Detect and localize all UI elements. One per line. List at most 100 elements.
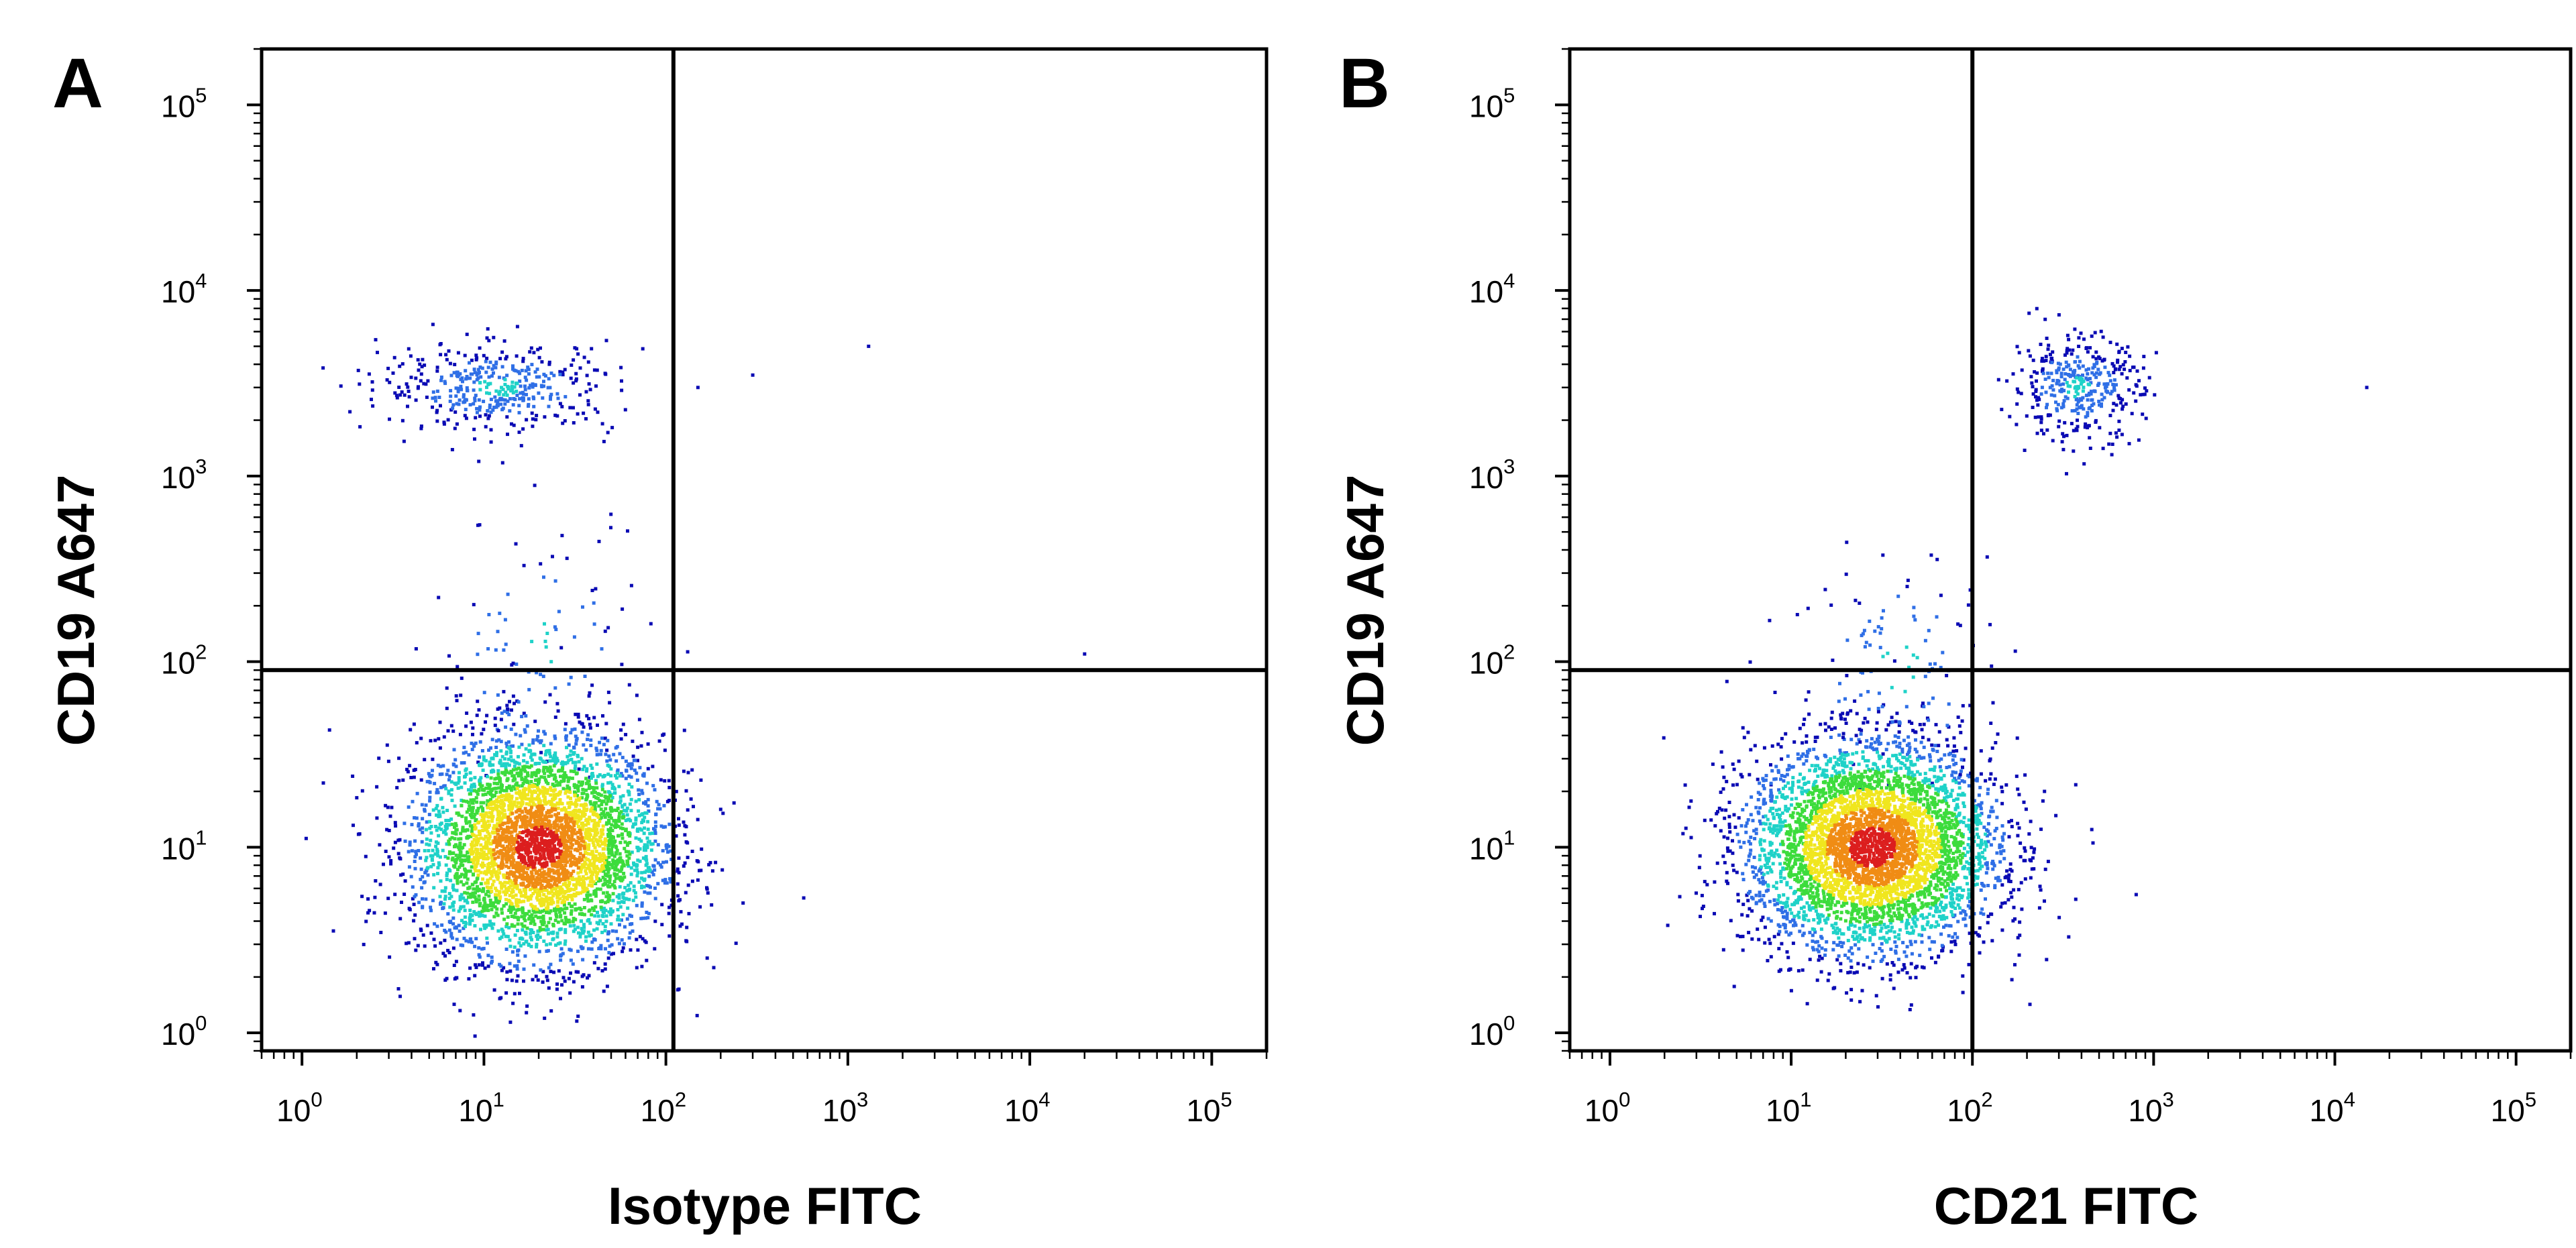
x-tick-label: 105 [1186, 1088, 1232, 1128]
event-dot [498, 813, 501, 817]
event-dot [516, 967, 519, 970]
event-dot [527, 403, 530, 406]
event-dot [1849, 999, 1853, 1002]
event-dot [406, 386, 409, 389]
event-dot [425, 838, 429, 841]
event-dot [587, 717, 590, 720]
event-dot [500, 740, 503, 743]
event-dot [532, 405, 535, 408]
event-dot [574, 713, 577, 716]
plot-frame [1570, 49, 2571, 1051]
event-dot [451, 771, 455, 775]
event-dot [517, 899, 521, 902]
x-tick-label: 102 [641, 1088, 686, 1128]
event-dot [450, 724, 453, 728]
event-dot [623, 809, 626, 812]
event-dot [514, 933, 517, 937]
event-dot [500, 386, 503, 389]
event-dot [602, 440, 606, 443]
event-dot [477, 632, 480, 635]
event-dot [478, 388, 482, 392]
event-dot [449, 362, 452, 365]
event-dot [466, 386, 469, 390]
event-dot [477, 821, 480, 824]
event-dot [478, 895, 481, 898]
event-dot [1701, 894, 1704, 897]
event-dot [639, 917, 643, 920]
event-dot [596, 921, 599, 924]
event-dot [534, 370, 537, 374]
event-dot [443, 902, 446, 905]
event-dot [2047, 860, 2050, 863]
x-tick-label: 100 [276, 1088, 322, 1128]
event-dot [491, 367, 494, 371]
event-dot [594, 384, 598, 388]
event-dot [387, 760, 390, 763]
event-dot [490, 890, 493, 893]
event-dot [631, 740, 634, 743]
event-dot [511, 388, 514, 391]
event-dot [589, 744, 592, 747]
event-dot [589, 802, 592, 805]
event-dot [506, 708, 510, 712]
event-dot [599, 944, 602, 948]
event-dot [422, 933, 425, 937]
event-dot [549, 970, 553, 973]
event-dot [560, 808, 564, 811]
event-dot [629, 803, 632, 806]
event-dot [613, 791, 616, 795]
event-dot [473, 776, 476, 779]
event-dot [432, 390, 435, 394]
event-dot [543, 870, 546, 873]
event-dot [586, 899, 590, 903]
event-dot [436, 872, 439, 875]
event-dot [606, 870, 610, 874]
event-dot [417, 944, 420, 948]
event-dot [506, 915, 510, 919]
event-dot [647, 767, 650, 771]
event-dot [606, 939, 610, 942]
event-dot [460, 804, 463, 807]
event-dot [588, 691, 592, 695]
event-dot [520, 915, 523, 918]
event-dot [414, 377, 417, 380]
event-dot [602, 848, 605, 851]
event-dot [680, 910, 683, 913]
event-dot [564, 881, 567, 885]
event-dot [610, 944, 614, 947]
event-dot [659, 778, 663, 781]
event-dot [593, 622, 596, 626]
event-dot [705, 886, 708, 889]
event-dot [473, 367, 476, 371]
event-dot [577, 716, 580, 719]
event-dot [576, 1015, 580, 1018]
event-dot [1713, 912, 1716, 915]
event-dot [574, 786, 577, 789]
event-dot [447, 824, 451, 827]
event-dot [410, 376, 413, 379]
event-dot [606, 764, 610, 767]
event-dot [2074, 783, 2078, 787]
event-dot [445, 773, 449, 776]
event-dot [604, 872, 607, 876]
event-dot [591, 907, 594, 910]
event-dot [576, 412, 580, 416]
event-dot [590, 940, 594, 944]
event-dot [559, 907, 563, 911]
event-dot [2018, 933, 2021, 937]
event-dot [676, 868, 680, 871]
event-dot [549, 909, 553, 913]
event-dot [2043, 318, 2047, 321]
event-dot [511, 856, 515, 859]
event-dot [663, 779, 666, 783]
event-dot [477, 460, 480, 463]
event-dot [453, 410, 457, 414]
event-dot [518, 411, 521, 414]
event-dot [515, 875, 518, 878]
event-dot [451, 730, 455, 733]
event-dot [1892, 986, 1896, 990]
event-dot [437, 809, 441, 813]
event-dot [407, 850, 411, 854]
event-dot [525, 940, 528, 943]
event-dot [561, 899, 565, 903]
